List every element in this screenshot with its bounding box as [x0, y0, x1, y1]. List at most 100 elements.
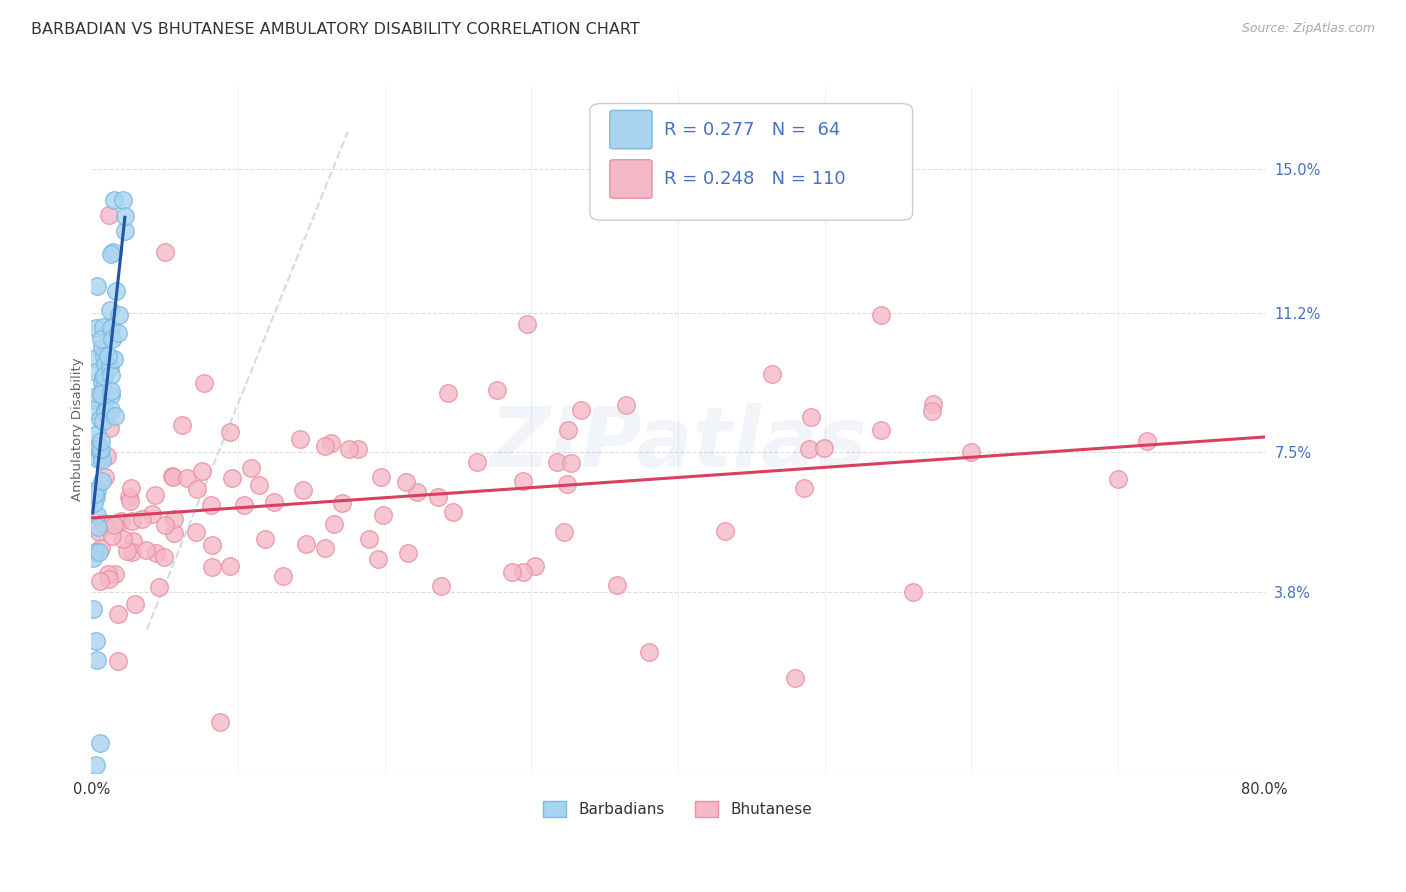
Point	[94, 470, 117, 484]
Point	[330, 496, 353, 510]
Point	[89, 412, 111, 426]
Point	[170, 417, 193, 432]
Point	[143, 488, 166, 502]
Point	[89, 735, 111, 749]
Point	[430, 579, 453, 593]
Point	[200, 498, 222, 512]
Point	[97, 208, 120, 222]
Point	[93, 358, 115, 372]
Point	[799, 409, 821, 424]
Point	[263, 495, 285, 509]
Point	[148, 580, 170, 594]
Point	[371, 508, 394, 523]
Point	[86, 508, 108, 522]
Point	[560, 457, 582, 471]
Point	[465, 455, 488, 469]
Point	[614, 398, 637, 412]
Point	[292, 483, 315, 497]
Point	[176, 471, 198, 485]
Point	[714, 524, 737, 539]
FancyBboxPatch shape	[610, 160, 652, 198]
Point	[186, 524, 208, 539]
Point	[89, 439, 111, 453]
Point	[96, 449, 118, 463]
Point	[87, 451, 110, 466]
Point	[370, 470, 392, 484]
Point	[86, 279, 108, 293]
Point	[91, 320, 114, 334]
Point	[100, 368, 122, 382]
Legend: Barbadians, Bhutanese: Barbadians, Bhutanese	[537, 796, 818, 823]
Text: Source: ZipAtlas.com: Source: ZipAtlas.com	[1241, 22, 1375, 36]
Point	[437, 386, 460, 401]
Point	[84, 487, 107, 501]
Point	[84, 320, 107, 334]
Point	[209, 715, 232, 730]
Point	[100, 388, 122, 402]
Point	[115, 543, 138, 558]
Point	[221, 471, 243, 485]
Point	[107, 654, 129, 668]
Point	[94, 404, 117, 418]
Point	[100, 247, 122, 261]
Point	[323, 516, 346, 531]
Point	[110, 514, 132, 528]
Point	[367, 552, 389, 566]
Point	[813, 441, 835, 455]
Point	[107, 308, 129, 322]
Point	[87, 520, 110, 534]
FancyBboxPatch shape	[591, 103, 912, 220]
Point	[84, 758, 107, 772]
Point	[249, 478, 271, 492]
Point	[124, 597, 146, 611]
Point	[98, 359, 121, 374]
Point	[201, 560, 224, 574]
Point	[101, 332, 124, 346]
Point	[90, 434, 112, 449]
Point	[121, 514, 143, 528]
Point	[86, 427, 108, 442]
Point	[321, 436, 343, 450]
Point	[288, 432, 311, 446]
Point	[84, 633, 107, 648]
Point	[91, 340, 114, 354]
Point	[103, 409, 125, 423]
Point	[100, 403, 122, 417]
Point	[97, 573, 120, 587]
Point	[86, 652, 108, 666]
Point	[339, 442, 361, 456]
Point	[395, 475, 418, 489]
Point	[98, 420, 121, 434]
Point	[82, 550, 104, 565]
Point	[93, 349, 115, 363]
Point	[569, 403, 592, 417]
Point	[118, 490, 141, 504]
Point	[83, 484, 105, 499]
Point	[120, 493, 142, 508]
Point	[901, 584, 924, 599]
Point	[153, 245, 176, 260]
Point	[797, 442, 820, 456]
Point	[91, 453, 114, 467]
Point	[91, 475, 114, 489]
Point	[104, 567, 127, 582]
Point	[100, 529, 122, 543]
Point	[921, 404, 943, 418]
Point	[84, 490, 107, 504]
Point	[557, 423, 579, 437]
Point	[86, 483, 108, 497]
Point	[97, 567, 120, 582]
Point	[153, 518, 176, 533]
Point	[524, 559, 547, 574]
Point	[98, 302, 121, 317]
Point	[97, 349, 120, 363]
Text: R = 0.277   N =  64: R = 0.277 N = 64	[664, 120, 841, 138]
Point	[254, 532, 277, 546]
Point	[91, 369, 114, 384]
Point	[111, 193, 134, 207]
Point	[219, 558, 242, 573]
Point	[555, 476, 578, 491]
Point	[793, 481, 815, 495]
Point	[152, 550, 174, 565]
Point	[103, 245, 125, 260]
